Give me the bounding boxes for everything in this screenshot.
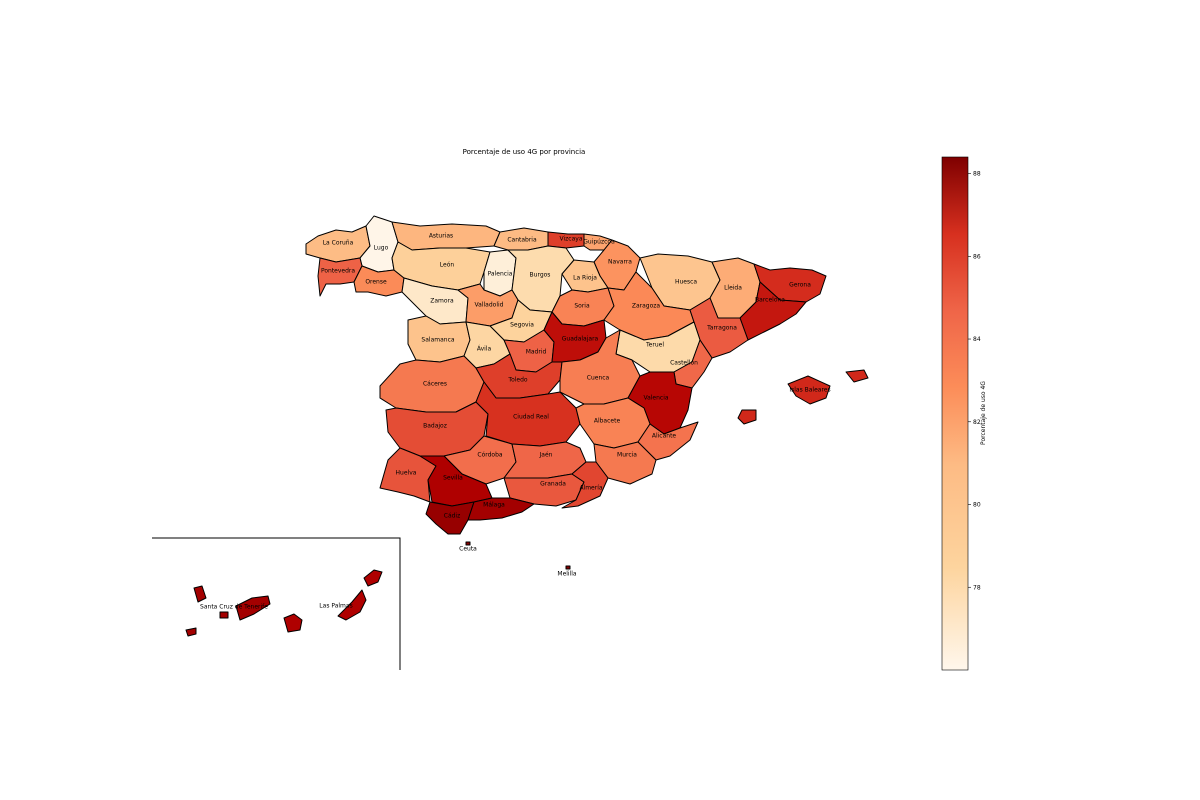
colorbar-label: Porcentaje de uso 4G (980, 381, 987, 445)
province-label-zamora: Zamora (430, 298, 454, 305)
province-label-huesca: Huesca (675, 279, 697, 286)
colorbar-tick-label: 78 (973, 584, 981, 591)
province-label-palencia: Palencia (488, 271, 513, 278)
province-label-lugo: Lugo (374, 245, 389, 252)
province-label-valladolid: Valladolid (475, 302, 504, 309)
province-label-cadiz: Cádiz (444, 513, 461, 520)
province-label-avila: Ávila (477, 346, 492, 353)
province-label-soria: Soria (574, 303, 590, 310)
colorbar-tick-label: 80 (973, 502, 981, 509)
province-label-murcia: Murcia (617, 452, 637, 459)
colorbar-ticks: 78 80 82 84 86 88 (968, 171, 981, 591)
province-label-sevilla: Sevilla (443, 475, 463, 482)
province-label-valencia: Valencia (643, 395, 668, 402)
province-label-melilla: Melilla (557, 571, 577, 578)
province-santa-cruz-de-tenerife (185, 585, 271, 637)
province-las-palmas (283, 569, 383, 633)
province-label-las-palmas: Las Palmas (319, 603, 352, 610)
province-label-ceuta: Ceuta (459, 546, 477, 553)
province-pontevedra (317, 257, 363, 297)
province-label-leon: León (440, 262, 455, 269)
province-label-jaen: Jaén (539, 452, 553, 459)
province-label-islas-baleares: Islas Baleares (789, 387, 830, 394)
province-label-santa-cruz-de-tenerife: Santa Cruz de Tenerife (200, 604, 268, 611)
province-label-cordoba: Córdoba (477, 452, 503, 459)
province-label-la-coruna: La Coruña (323, 240, 354, 247)
province-label-salamanca: Salamanca (421, 337, 454, 344)
colorbar-tick-label: 82 (973, 419, 981, 426)
province-label-cuenca: Cuenca (587, 375, 610, 382)
province-granada (503, 473, 585, 507)
colorbar-tick-label: 86 (973, 253, 981, 260)
colorbar-tick-label: 88 (973, 171, 981, 178)
province-almeria (561, 461, 609, 509)
province-label-gerona: Gerona (789, 282, 811, 289)
province-label-tarragona: Tarragona (706, 325, 737, 332)
province-label-zaragoza: Zaragoza (632, 303, 661, 310)
province-label-castellon: Castellón (670, 360, 698, 367)
province-label-lleida: Lleida (724, 285, 742, 292)
province-label-alicante: Alicante (652, 433, 677, 440)
province-label-la-rioja: La Rioja (573, 275, 597, 282)
province-label-orense: Orense (365, 279, 387, 286)
province-label-navarra: Navarra (608, 259, 632, 266)
province-huelva (379, 447, 437, 503)
province-label-segovia: Segovia (510, 322, 534, 329)
province-label-guipuzcoa: Guipúzcoa (583, 239, 615, 246)
province-label-cantabria: Cantabria (507, 237, 537, 244)
province-label-caceres: Cáceres (423, 381, 447, 388)
province-label-madrid: Madrid (526, 349, 547, 356)
province-label-badajoz: Badajoz (423, 423, 447, 430)
map-title: Porcentaje de uso 4G por provincia (463, 148, 586, 156)
province-label-barcelona: Barcelona (755, 297, 785, 304)
province-label-pontevedra: Pontevedra (321, 268, 355, 275)
province-label-malaga: Málaga (483, 502, 505, 509)
province-label-huelva: Huelva (396, 470, 417, 477)
province-barcelona (739, 281, 807, 341)
province-label-granada: Granada (540, 481, 566, 488)
province-labels: La Coruña Lugo Pontevedra Orense Asturias Can… (200, 233, 831, 611)
province-label-teruel: Teruel (645, 342, 664, 349)
province-cuenca (559, 329, 641, 405)
province-shapes (185, 215, 869, 637)
province-label-asturias: Asturias (429, 233, 453, 240)
province-malaga (467, 497, 535, 521)
province-label-burgos: Burgos (530, 272, 551, 279)
province-melilla (565, 565, 571, 570)
province-ceuta (465, 541, 471, 546)
colorbar (941, 156, 969, 671)
province-label-toledo: Toledo (507, 377, 527, 384)
province-label-ciudad-real: Ciudad Real (513, 414, 549, 421)
province-label-guadalajara: Guadalajara (562, 336, 599, 343)
colorbar-tick-label: 84 (973, 336, 981, 343)
province-label-vizcaya: Vizcaya (560, 236, 583, 243)
province-label-almeria: Almería (579, 485, 602, 492)
province-label-albacete: Albacete (594, 418, 621, 425)
province-cadiz (425, 501, 475, 535)
canary-inset-frame (152, 537, 401, 670)
province-islas-baleares (737, 369, 869, 425)
